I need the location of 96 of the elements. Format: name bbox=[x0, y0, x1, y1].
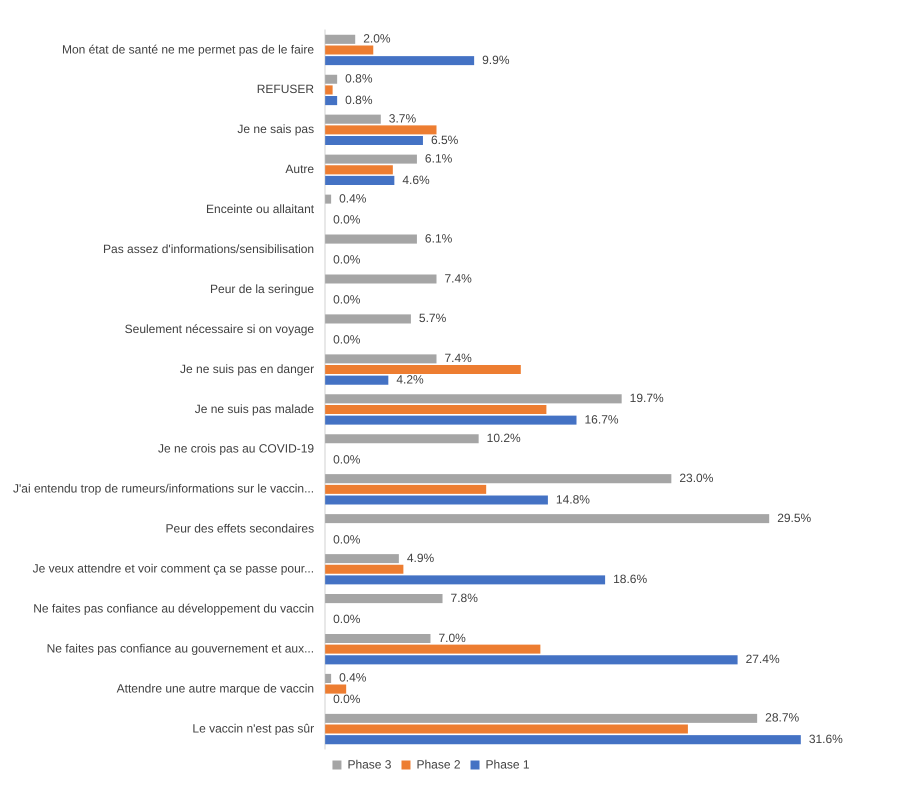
bar bbox=[325, 125, 437, 134]
y-tick-label: Peur de la seringue bbox=[210, 282, 314, 296]
data-label: 6.5% bbox=[430, 132, 459, 147]
bar bbox=[325, 564, 404, 574]
data-label: 31.6% bbox=[808, 732, 844, 746]
data-label: 19.7% bbox=[630, 391, 664, 406]
bar bbox=[325, 724, 688, 734]
bar bbox=[325, 416, 577, 425]
data-label: 0.0% bbox=[333, 452, 361, 466]
bar bbox=[325, 34, 356, 44]
y-tick-label: Pas assez d'informations/sensibilisation bbox=[103, 242, 314, 256]
data-label: 23.0% bbox=[679, 471, 714, 486]
bar bbox=[325, 634, 430, 644]
data-label: 0.0% bbox=[333, 532, 361, 546]
bar bbox=[325, 474, 672, 484]
bar bbox=[325, 644, 540, 654]
bar bbox=[325, 434, 479, 444]
legend-label: Phase 2 bbox=[416, 757, 461, 772]
data-label: 0.0% bbox=[333, 212, 361, 227]
bar bbox=[325, 484, 486, 494]
data-label: 28.7% bbox=[765, 710, 800, 725]
bar bbox=[325, 354, 437, 364]
data-label: 7.8% bbox=[450, 590, 478, 605]
data-label: 4.2% bbox=[396, 372, 424, 386]
bar bbox=[325, 404, 546, 414]
bar bbox=[325, 365, 521, 374]
data-label: 10.2% bbox=[486, 431, 522, 446]
y-tick-label: Ne faites pas confiance au gouvernement et aux... bbox=[46, 641, 314, 656]
data-label: 16.7% bbox=[584, 412, 619, 426]
data-label: 0.4% bbox=[339, 670, 367, 685]
bar bbox=[325, 165, 393, 174]
data-label: 14.8% bbox=[556, 492, 590, 506]
bar bbox=[325, 394, 622, 404]
bar bbox=[325, 735, 801, 744]
bar bbox=[325, 495, 548, 505]
bar bbox=[325, 314, 411, 324]
data-label: 3.7% bbox=[388, 112, 416, 126]
bar bbox=[325, 85, 333, 94]
bar bbox=[325, 274, 437, 284]
bar bbox=[325, 45, 374, 54]
bar bbox=[325, 575, 606, 584]
y-tick-label: Peur des effets secondaires bbox=[166, 522, 314, 536]
data-label: 9.9% bbox=[482, 52, 510, 67]
data-label: 0.0% bbox=[333, 692, 361, 706]
legend-label: Phase 1 bbox=[486, 757, 530, 772]
bar bbox=[325, 234, 417, 244]
data-label: 7.4% bbox=[444, 351, 472, 366]
bar bbox=[325, 194, 332, 204]
bar bbox=[325, 514, 770, 524]
data-label: 6.1% bbox=[424, 231, 453, 246]
bar bbox=[325, 554, 399, 564]
y-tick-label: Seulement nécessaire si on voyage bbox=[124, 322, 314, 336]
bar bbox=[325, 594, 443, 604]
data-label: 27.4% bbox=[746, 652, 780, 666]
y-tick-label: J'ai entendu trop de rumeurs/informations sur le vaccin... bbox=[12, 482, 314, 496]
data-label: 0.0% bbox=[333, 292, 361, 307]
data-label: 5.7% bbox=[418, 311, 447, 326]
data-label: 0.0% bbox=[333, 332, 361, 347]
bar bbox=[325, 74, 338, 84]
y-tick-label: REFUSER bbox=[256, 82, 314, 96]
y-tick-label: Le vaccin n'est pas sûr bbox=[192, 721, 314, 736]
data-label: 6.1% bbox=[424, 151, 453, 166]
data-label: 0.0% bbox=[333, 252, 361, 267]
bar bbox=[325, 655, 738, 664]
bar bbox=[325, 674, 332, 683]
data-label: 7.0% bbox=[438, 630, 466, 645]
data-label: 18.6% bbox=[613, 572, 648, 586]
y-tick-label: Mon état de santé ne me permet pas de le faire bbox=[62, 42, 314, 56]
y-tick-label: Autre bbox=[285, 162, 314, 176]
bar bbox=[325, 714, 758, 723]
bar bbox=[325, 376, 388, 385]
y-tick-label: Enceinte ou allaitant bbox=[206, 202, 315, 216]
y-tick-label: Je ne suis pas malade bbox=[194, 402, 314, 416]
bar bbox=[325, 176, 394, 185]
y-tick-label: Ne faites pas confiance au développement du vaccin bbox=[33, 602, 314, 616]
y-tick-label: Je ne crois pas au COVID-19 bbox=[158, 442, 314, 456]
data-label: 4.6% bbox=[402, 172, 430, 187]
bar bbox=[325, 114, 381, 124]
data-label: 0.4% bbox=[339, 191, 367, 206]
y-tick-label: Je veux attendre et voir comment ça se passe pour... bbox=[32, 562, 314, 576]
bar bbox=[325, 96, 338, 106]
data-label: 4.9% bbox=[406, 550, 435, 565]
bar bbox=[325, 56, 474, 66]
bar bbox=[325, 136, 423, 146]
legend-label: Phase 3 bbox=[347, 757, 392, 772]
data-label: 29.5% bbox=[777, 510, 812, 525]
data-label: 7.4% bbox=[444, 271, 472, 286]
y-tick-label: Je ne sais pas bbox=[237, 122, 314, 136]
y-tick-label: Je ne suis pas en danger bbox=[180, 362, 314, 376]
data-label: 0.0% bbox=[333, 612, 361, 626]
bar bbox=[325, 684, 346, 694]
data-label: 2.0% bbox=[363, 32, 391, 46]
y-tick-label: Attendre une autre marque de vaccin bbox=[116, 681, 314, 696]
data-label: 0.8% bbox=[345, 72, 373, 86]
bar bbox=[325, 154, 417, 164]
data-label: 0.8% bbox=[345, 92, 373, 107]
